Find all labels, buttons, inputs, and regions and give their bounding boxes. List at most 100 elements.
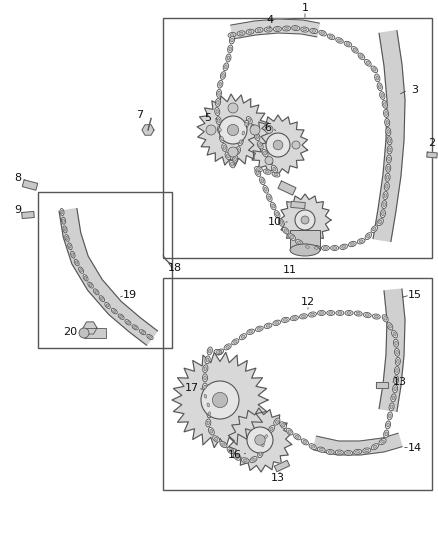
Circle shape [265, 157, 273, 165]
Ellipse shape [311, 445, 314, 448]
Ellipse shape [266, 325, 270, 327]
Ellipse shape [249, 330, 253, 333]
Ellipse shape [318, 447, 325, 453]
Ellipse shape [389, 403, 394, 411]
Ellipse shape [274, 211, 280, 218]
Ellipse shape [311, 313, 314, 316]
Ellipse shape [239, 334, 247, 340]
Text: 2: 2 [428, 138, 435, 148]
Polygon shape [197, 94, 269, 166]
Ellipse shape [346, 43, 350, 45]
Ellipse shape [207, 403, 210, 407]
Ellipse shape [303, 440, 307, 443]
Ellipse shape [393, 376, 399, 384]
Ellipse shape [231, 162, 233, 166]
Ellipse shape [206, 358, 209, 362]
Ellipse shape [216, 351, 220, 353]
Ellipse shape [301, 27, 309, 32]
Ellipse shape [384, 102, 386, 106]
Ellipse shape [223, 63, 229, 71]
Ellipse shape [396, 350, 398, 354]
Ellipse shape [60, 208, 64, 215]
Ellipse shape [71, 251, 75, 258]
Ellipse shape [216, 90, 222, 98]
Ellipse shape [215, 99, 220, 107]
Ellipse shape [356, 312, 360, 315]
Ellipse shape [101, 297, 103, 300]
Ellipse shape [233, 156, 238, 163]
Ellipse shape [312, 30, 316, 33]
Ellipse shape [314, 247, 318, 249]
Ellipse shape [373, 445, 377, 448]
Ellipse shape [338, 312, 342, 314]
Ellipse shape [262, 150, 268, 157]
Polygon shape [231, 19, 319, 39]
Ellipse shape [378, 85, 381, 88]
Ellipse shape [237, 31, 245, 36]
Ellipse shape [213, 436, 220, 442]
Polygon shape [22, 180, 38, 190]
Ellipse shape [235, 455, 239, 458]
Ellipse shape [148, 336, 152, 338]
Ellipse shape [371, 443, 378, 450]
Ellipse shape [217, 126, 223, 134]
Text: 4: 4 [266, 15, 274, 25]
Ellipse shape [289, 234, 295, 240]
Ellipse shape [384, 182, 389, 190]
Text: 1: 1 [301, 3, 308, 13]
Ellipse shape [290, 244, 320, 256]
Ellipse shape [319, 30, 326, 36]
Ellipse shape [286, 429, 293, 435]
Polygon shape [376, 382, 388, 388]
Ellipse shape [367, 235, 370, 238]
Ellipse shape [267, 157, 273, 165]
Ellipse shape [252, 126, 255, 130]
Ellipse shape [273, 27, 281, 31]
Ellipse shape [387, 130, 389, 134]
Ellipse shape [381, 440, 384, 443]
Ellipse shape [64, 228, 66, 231]
Circle shape [247, 427, 273, 453]
Text: 7: 7 [137, 110, 144, 120]
Ellipse shape [336, 311, 344, 316]
Ellipse shape [387, 412, 392, 420]
Ellipse shape [345, 311, 353, 316]
Ellipse shape [237, 149, 239, 152]
Ellipse shape [263, 433, 269, 440]
Ellipse shape [386, 164, 391, 172]
Ellipse shape [381, 200, 387, 208]
Ellipse shape [216, 349, 224, 355]
Text: 12: 12 [301, 297, 315, 307]
Ellipse shape [79, 267, 84, 273]
Circle shape [250, 125, 260, 135]
Ellipse shape [204, 376, 206, 380]
Ellipse shape [305, 246, 309, 248]
Ellipse shape [327, 311, 335, 316]
Ellipse shape [106, 304, 109, 307]
Ellipse shape [301, 315, 305, 318]
Ellipse shape [385, 421, 391, 429]
Ellipse shape [220, 71, 226, 79]
Ellipse shape [294, 27, 298, 29]
Ellipse shape [256, 135, 258, 139]
Ellipse shape [349, 241, 356, 247]
Polygon shape [278, 181, 296, 195]
Ellipse shape [329, 35, 333, 38]
Ellipse shape [394, 387, 396, 391]
Ellipse shape [360, 55, 363, 58]
Ellipse shape [327, 34, 335, 39]
Polygon shape [427, 152, 437, 158]
Ellipse shape [207, 347, 212, 355]
Polygon shape [83, 322, 97, 334]
Ellipse shape [207, 410, 212, 418]
Ellipse shape [353, 48, 357, 52]
Ellipse shape [225, 152, 231, 159]
Ellipse shape [219, 135, 225, 142]
Ellipse shape [292, 26, 300, 31]
Ellipse shape [139, 329, 146, 335]
Polygon shape [22, 212, 34, 219]
Ellipse shape [295, 435, 299, 438]
Circle shape [228, 103, 238, 113]
Ellipse shape [221, 136, 223, 141]
Ellipse shape [255, 28, 263, 33]
